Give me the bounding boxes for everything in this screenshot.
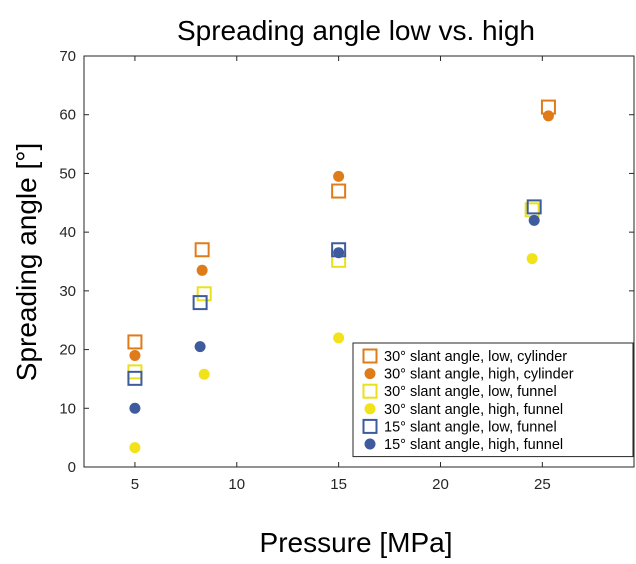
data-point bbox=[194, 242, 210, 258]
legend-item: 30° slant angle, high, cylinder bbox=[364, 367, 574, 383]
legend-item: 30° slant angle, low, cylinder bbox=[362, 348, 567, 365]
data-point bbox=[192, 295, 208, 311]
series-2 bbox=[129, 110, 554, 361]
x-tick-label: 10 bbox=[228, 476, 245, 493]
series-5 bbox=[127, 199, 542, 386]
x-tick-label: 5 bbox=[131, 476, 139, 493]
legend-label: 30° slant angle, low, cylinder bbox=[384, 349, 567, 365]
data-point bbox=[333, 247, 345, 259]
x-tick-label: 20 bbox=[432, 476, 449, 493]
legend: 30° slant angle, low, cylinder 30° slant … bbox=[352, 342, 634, 458]
y-tick-label: 0 bbox=[68, 459, 76, 476]
data-point bbox=[526, 253, 538, 265]
series-1 bbox=[127, 99, 556, 350]
data-point bbox=[333, 332, 345, 344]
series-6 bbox=[129, 214, 540, 414]
legend-label: 30° slant angle, high, cylinder bbox=[384, 367, 574, 383]
legend-marker bbox=[362, 348, 378, 364]
data-point bbox=[526, 199, 542, 215]
legend-marker bbox=[364, 368, 376, 380]
legend-marker bbox=[364, 403, 376, 415]
y-tick-label: 50 bbox=[59, 165, 76, 182]
y-tick-label: 70 bbox=[59, 48, 76, 65]
data-point bbox=[542, 110, 554, 122]
chart-title: Spreading angle low vs. high bbox=[177, 15, 535, 46]
data-point bbox=[196, 264, 208, 276]
legend-marker bbox=[362, 418, 378, 434]
data-point bbox=[331, 183, 347, 199]
data-point bbox=[129, 402, 141, 414]
y-tick-label: 10 bbox=[59, 400, 76, 417]
legend-item: 30° slant angle, low, funnel bbox=[362, 383, 557, 400]
legend-label: 30° slant angle, high, funnel bbox=[384, 402, 563, 418]
data-point bbox=[129, 349, 141, 361]
x-tick-label: 15 bbox=[330, 476, 347, 493]
legend-label: 30° slant angle, low, funnel bbox=[384, 384, 557, 400]
legend-item: 15° slant angle, low, funnel bbox=[362, 418, 557, 435]
series-4 bbox=[129, 253, 538, 454]
legend-item: 30° slant angle, high, funnel bbox=[364, 402, 563, 418]
data-point bbox=[129, 442, 141, 454]
legend-item: 15° slant angle, high, funnel bbox=[364, 437, 563, 453]
legend-box bbox=[352, 342, 634, 458]
legend-label: 15° slant angle, high, funnel bbox=[384, 437, 563, 453]
data-point bbox=[528, 214, 540, 226]
data-point bbox=[127, 370, 143, 386]
data-points bbox=[127, 99, 556, 454]
y-tick-label: 40 bbox=[59, 224, 76, 241]
legend-marker bbox=[364, 438, 376, 450]
plot-frame bbox=[83, 55, 635, 468]
data-point bbox=[194, 341, 206, 353]
data-point bbox=[196, 286, 212, 302]
data-point bbox=[127, 334, 143, 350]
x-tick-label: 25 bbox=[534, 476, 551, 493]
y-tick-label: 30 bbox=[59, 283, 76, 300]
data-point bbox=[333, 170, 345, 182]
y-axis-label: Spreading angle [°] bbox=[11, 143, 42, 381]
axes: 5 10 15 20 25 0 10 20 30 40 50 60 70 bbox=[59, 48, 635, 493]
data-point bbox=[198, 368, 210, 380]
legend-label: 15° slant angle, low, funnel bbox=[384, 419, 557, 435]
legend-marker bbox=[362, 383, 378, 399]
x-axis-label: Pressure [MPa] bbox=[260, 527, 453, 558]
y-tick-label: 20 bbox=[59, 342, 76, 359]
y-tick-label: 60 bbox=[59, 107, 76, 124]
